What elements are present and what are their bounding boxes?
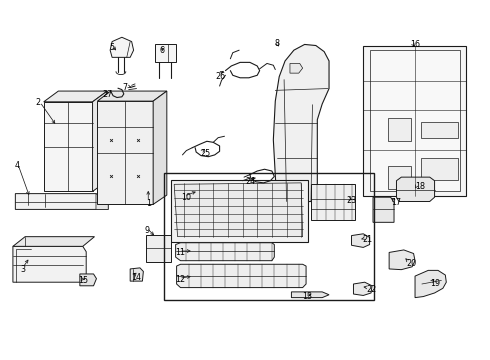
Text: 9: 9 xyxy=(145,226,150,235)
Polygon shape xyxy=(369,50,460,192)
Text: 24: 24 xyxy=(245,177,255,186)
Polygon shape xyxy=(421,158,458,180)
Polygon shape xyxy=(174,183,303,237)
Text: 5: 5 xyxy=(109,43,114,52)
Text: 20: 20 xyxy=(406,259,416,268)
Polygon shape xyxy=(130,268,144,281)
Polygon shape xyxy=(373,197,394,222)
Text: 26: 26 xyxy=(216,72,226,81)
Polygon shape xyxy=(421,122,458,138)
Polygon shape xyxy=(15,194,108,210)
Polygon shape xyxy=(388,118,411,141)
Polygon shape xyxy=(176,264,306,288)
Polygon shape xyxy=(153,91,167,204)
Polygon shape xyxy=(98,101,153,204)
Text: 6: 6 xyxy=(159,46,165,55)
Text: 23: 23 xyxy=(346,195,357,204)
Text: 8: 8 xyxy=(274,39,279,48)
Text: 14: 14 xyxy=(132,273,142,282)
Polygon shape xyxy=(396,177,435,202)
Text: 22: 22 xyxy=(366,284,376,293)
Polygon shape xyxy=(80,274,97,286)
Polygon shape xyxy=(388,166,411,189)
Text: 16: 16 xyxy=(410,40,420,49)
Polygon shape xyxy=(353,282,372,296)
Text: 2: 2 xyxy=(36,98,41,107)
Text: 21: 21 xyxy=(362,235,372,244)
Polygon shape xyxy=(311,184,355,220)
Polygon shape xyxy=(175,243,274,261)
Text: 12: 12 xyxy=(175,275,186,284)
Polygon shape xyxy=(13,246,86,282)
Text: 13: 13 xyxy=(303,292,313,301)
Polygon shape xyxy=(96,194,108,210)
Polygon shape xyxy=(292,292,329,298)
Bar xyxy=(164,173,374,300)
Polygon shape xyxy=(13,237,95,246)
Polygon shape xyxy=(389,250,415,270)
Text: 18: 18 xyxy=(415,182,425,191)
Polygon shape xyxy=(44,91,107,102)
Polygon shape xyxy=(290,63,303,73)
Text: 10: 10 xyxy=(181,193,192,202)
Text: 15: 15 xyxy=(78,276,88,285)
Text: 3: 3 xyxy=(20,265,25,274)
Text: 17: 17 xyxy=(392,198,402,207)
Polygon shape xyxy=(351,234,369,247)
Polygon shape xyxy=(110,37,134,57)
Polygon shape xyxy=(273,44,329,202)
Polygon shape xyxy=(171,180,308,242)
Text: 25: 25 xyxy=(200,149,210,158)
Text: 7: 7 xyxy=(123,83,128,92)
Polygon shape xyxy=(415,270,446,298)
Text: 27: 27 xyxy=(102,90,113,99)
Polygon shape xyxy=(44,102,93,192)
Text: 11: 11 xyxy=(175,248,186,257)
Polygon shape xyxy=(147,234,171,262)
Polygon shape xyxy=(98,91,167,101)
Text: 4: 4 xyxy=(14,161,20,170)
Polygon shape xyxy=(363,45,466,196)
Text: 19: 19 xyxy=(430,279,440,288)
Polygon shape xyxy=(155,44,175,62)
Polygon shape xyxy=(93,91,107,192)
Text: 1: 1 xyxy=(147,199,151,208)
